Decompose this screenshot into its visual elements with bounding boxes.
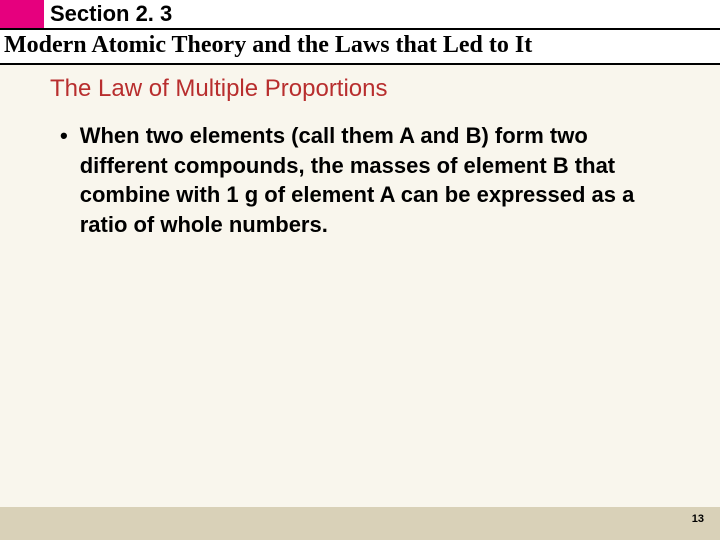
footer-bar: 13 — [0, 507, 720, 540]
bullet-marker-icon: • — [60, 121, 68, 151]
chapter-title: Modern Atomic Theory and the Laws that L… — [4, 32, 716, 59]
page-number: 13 — [692, 513, 704, 525]
section-label: Section 2. 3 — [44, 0, 720, 28]
topic-title: The Law of Multiple Proportions — [50, 75, 680, 103]
header-row-section: Section 2. 3 — [0, 0, 720, 30]
bullet-text: When two elements (call them A and B) fo… — [80, 121, 650, 240]
slide-container: Section 2. 3 Modern Atomic Theory and th… — [0, 0, 720, 540]
bullet-item: • When two elements (call them A and B) … — [50, 121, 680, 240]
header-row-chapter: Modern Atomic Theory and the Laws that L… — [0, 30, 720, 65]
accent-block — [0, 0, 44, 28]
content-area: The Law of Multiple Proportions • When t… — [0, 65, 720, 507]
